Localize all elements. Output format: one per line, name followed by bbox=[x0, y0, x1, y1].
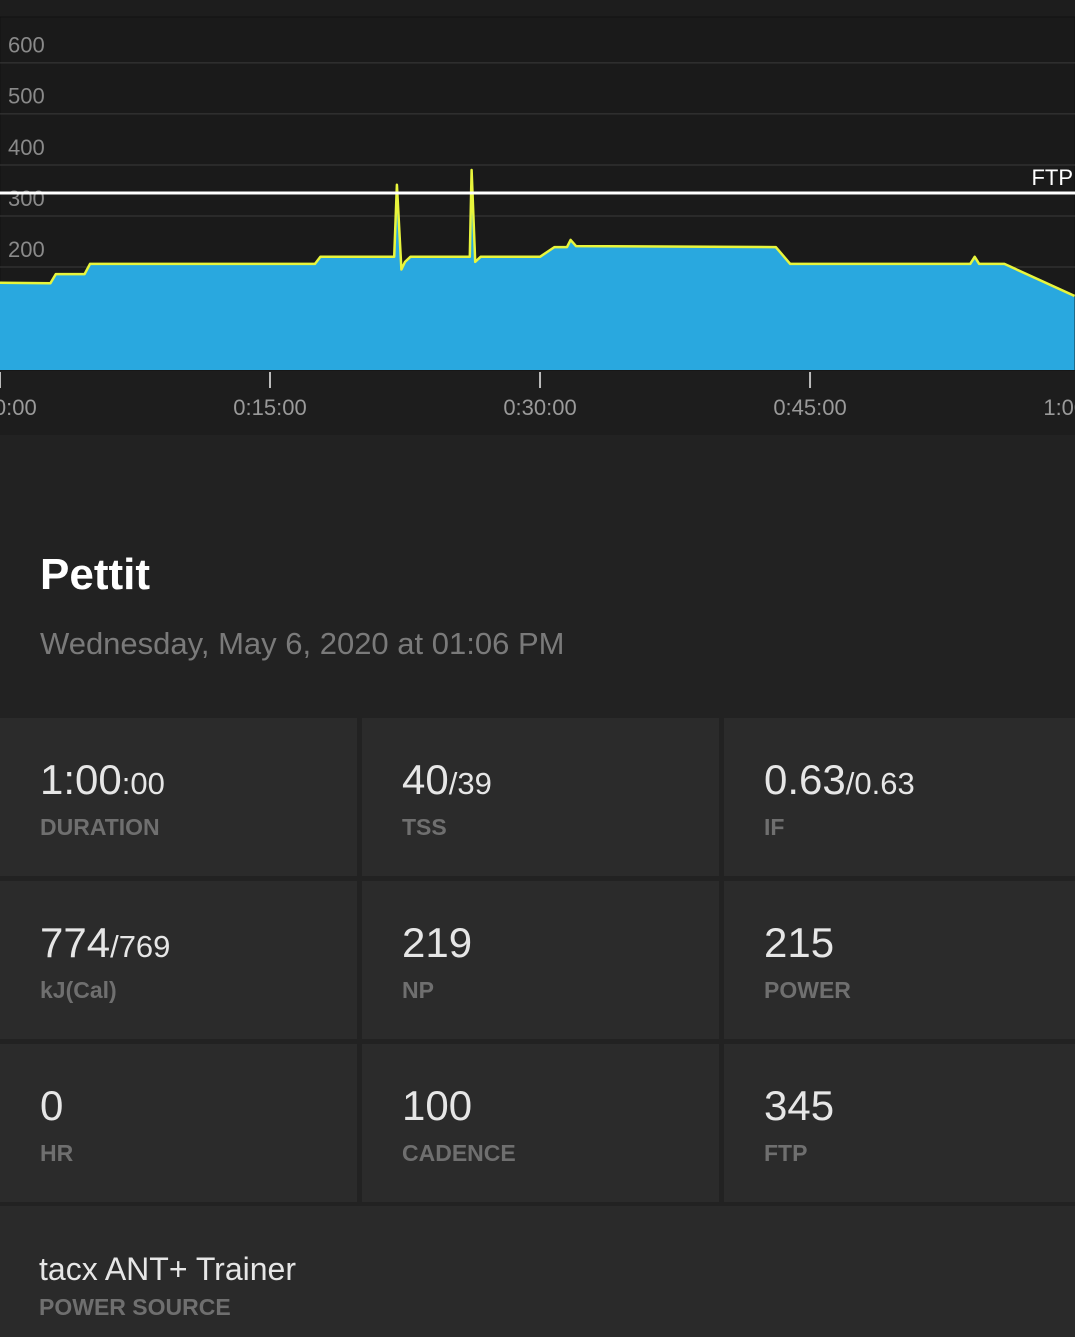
stat-value-row: 774/769 bbox=[40, 919, 170, 967]
stat-value: 345 bbox=[764, 1082, 835, 1129]
stat-label: TSS bbox=[402, 814, 447, 840]
power-line bbox=[0, 168, 1075, 298]
stat-detail: /769 bbox=[110, 929, 171, 964]
stat-tile: 100 CADENCE bbox=[362, 1044, 719, 1202]
stat-detail: /39 bbox=[448, 766, 492, 801]
stat-tile: 1:00:00 DURATION bbox=[0, 718, 357, 876]
stat-tile: 345 FTP bbox=[724, 1044, 1075, 1202]
stat-label: IF bbox=[764, 814, 785, 840]
stat-label: POWER bbox=[764, 977, 851, 1003]
y-tick-label: 400 bbox=[8, 135, 45, 160]
stat-detail: :00 bbox=[121, 766, 165, 801]
stat-tile: 215 POWER bbox=[724, 881, 1075, 1039]
stat-label: DURATION bbox=[40, 814, 160, 840]
y-tick-label: 500 bbox=[8, 84, 45, 109]
stat-value: 0.63 bbox=[764, 756, 846, 803]
power-chart: 200 300 400 500 600 FTP 0:00:00 0:15:00 0:30:00 0… bbox=[0, 0, 1075, 435]
stat-label: HR bbox=[40, 1140, 74, 1166]
stat-tile: 219 NP bbox=[362, 881, 719, 1039]
stat-tile: 0 HR bbox=[0, 1044, 357, 1202]
x-tick-label: 0:00:00 bbox=[0, 395, 37, 420]
stat-value: 40 bbox=[402, 756, 449, 803]
stat-value-row: 345 bbox=[764, 1082, 834, 1130]
stat-label: kJ(Cal) bbox=[40, 977, 117, 1003]
y-tick-label: 600 bbox=[8, 33, 45, 58]
power-source-label: POWER SOURCE bbox=[39, 1294, 231, 1320]
power-area bbox=[0, 170, 1075, 370]
x-tick-label: 0:30:00 bbox=[503, 395, 576, 420]
y-tick-label: 200 bbox=[8, 237, 45, 262]
stat-value: 215 bbox=[764, 919, 835, 966]
stat-value-row: 40/39 bbox=[402, 756, 492, 804]
x-tick-label: 0:45:00 bbox=[773, 395, 846, 420]
power-source: tacx ANT+ Trainer POWER SOURCE bbox=[0, 1206, 1075, 1337]
stat-label: CADENCE bbox=[402, 1140, 516, 1166]
stat-label: FTP bbox=[764, 1140, 808, 1166]
ftp-label: FTP bbox=[1031, 165, 1073, 190]
power-source-name: tacx ANT+ Trainer bbox=[39, 1251, 296, 1287]
y-tick-label: 300 bbox=[8, 186, 45, 211]
stat-tile: 0.63/0.63 IF bbox=[724, 718, 1075, 876]
stat-value-row: 215 bbox=[764, 919, 834, 967]
stat-value: 219 bbox=[402, 919, 473, 966]
stat-value-row: 100 bbox=[402, 1082, 472, 1130]
stats-grid: 1:00:00 DURATION 40/39 TSS 0.63/0.63 IF 774/76… bbox=[0, 718, 1075, 1202]
stat-value: 0 bbox=[40, 1082, 64, 1129]
stat-label: NP bbox=[402, 977, 434, 1003]
stat-value: 1:00 bbox=[40, 756, 122, 803]
stat-value: 100 bbox=[402, 1082, 473, 1129]
workout-title: Pettit bbox=[40, 550, 150, 599]
stat-value-row: 0 bbox=[40, 1082, 63, 1130]
stat-value-row: 1:00:00 bbox=[40, 756, 165, 804]
workout-date: Wednesday, May 6, 2020 at 01:06 PM bbox=[40, 626, 565, 661]
stat-tile: 774/769 kJ(Cal) bbox=[0, 881, 357, 1039]
stat-value: 774 bbox=[40, 919, 111, 966]
stat-detail: /0.63 bbox=[845, 766, 915, 801]
x-tick-label: 0:15:00 bbox=[233, 395, 306, 420]
stat-value-row: 219 bbox=[402, 919, 472, 967]
stat-tile: 40/39 TSS bbox=[362, 718, 719, 876]
stat-value-row: 0.63/0.63 bbox=[764, 756, 915, 804]
x-tick-label: 1:00:00 bbox=[1043, 395, 1075, 420]
